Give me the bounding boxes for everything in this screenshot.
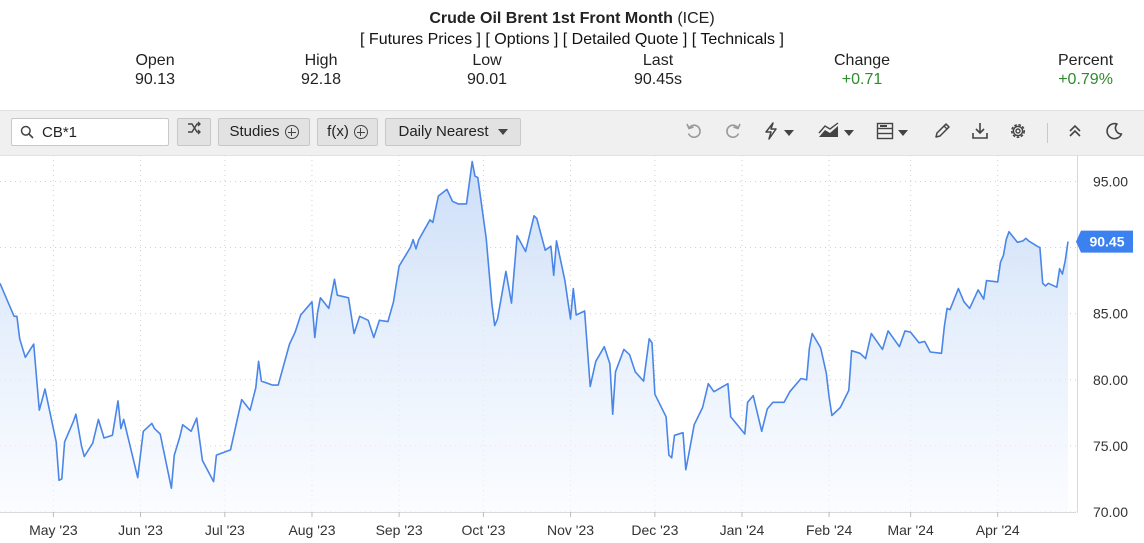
function-label: f(x) xyxy=(327,123,349,140)
x-tick-label: Apr '24 xyxy=(976,522,1020,538)
x-tick-label: Jul '23 xyxy=(205,522,245,538)
undo-icon xyxy=(684,121,704,146)
last-price-badge: 90.45 xyxy=(1076,230,1133,253)
interval-label: Daily Nearest xyxy=(398,123,489,140)
toolbar-separator xyxy=(1047,123,1048,143)
layout-icon xyxy=(876,122,894,145)
percent-value: +0.79% xyxy=(1058,71,1113,88)
y-tick-label: 70.00 xyxy=(1093,504,1128,520)
percent-label: Percent xyxy=(1058,52,1114,69)
technicals-link[interactable]: [ Technicals ] xyxy=(691,31,784,48)
draw-button[interactable] xyxy=(932,122,952,144)
download-button[interactable] xyxy=(970,122,990,144)
y-tick-label: 75.00 xyxy=(1093,438,1128,454)
x-tick-label: Jan '24 xyxy=(720,522,765,538)
x-tick-label: Nov '23 xyxy=(547,522,594,538)
detailed-quote-link[interactable]: [ Detailed Quote ] xyxy=(562,31,688,48)
last-value: 90.45s xyxy=(634,71,683,88)
y-axis-ticks: 70.00 75.00 80.00 85.00 95.00 xyxy=(1093,173,1128,520)
quote-open: Open 90.13 xyxy=(135,51,175,89)
quote-change: Change +0.71 xyxy=(834,51,890,89)
y-tick-label: 85.00 xyxy=(1093,306,1128,322)
undo-button[interactable] xyxy=(684,122,704,144)
add-function-icon xyxy=(353,125,368,139)
gear-icon xyxy=(1008,121,1028,146)
x-tick-label: Dec '23 xyxy=(631,522,678,538)
chart-type-button[interactable] xyxy=(818,121,854,145)
exchange-name: (ICE) xyxy=(677,10,715,27)
high-value: 92.18 xyxy=(301,71,342,88)
price-chart[interactable]: 70.00 75.00 80.00 85.00 95.00 May '23 Jun '23… xyxy=(0,155,1144,543)
quote-percent: Percent +0.79% xyxy=(1058,51,1113,89)
symbol-search-box[interactable] xyxy=(11,118,169,146)
x-tick-label: May '23 xyxy=(29,522,78,538)
shuffle-icon xyxy=(186,119,202,145)
x-tick-label: Jun '23 xyxy=(118,522,163,538)
add-study-icon xyxy=(284,125,299,139)
price-line xyxy=(0,160,1069,489)
search-icon xyxy=(20,125,34,144)
x-tick-label: Feb '24 xyxy=(806,522,852,538)
chevron-down-icon xyxy=(844,130,854,136)
chart-toolbar: Studies f(x) Daily Nearest xyxy=(0,110,1144,156)
x-tick-label: Mar '24 xyxy=(887,522,933,538)
y-tick-label: 95.00 xyxy=(1093,173,1128,189)
chevron-down-icon xyxy=(898,130,908,136)
x-tick-label: Sep '23 xyxy=(376,522,423,538)
quote-links: [ Futures Prices ] [ Options ] [ Detaile… xyxy=(0,30,1144,50)
redo-icon xyxy=(723,121,743,146)
chevron-down-icon xyxy=(784,130,794,136)
last-label: Last xyxy=(642,52,674,69)
interval-dropdown[interactable]: Daily Nearest xyxy=(385,118,521,146)
change-value: +0.71 xyxy=(841,71,883,88)
collapse-button[interactable] xyxy=(1067,122,1083,144)
last-price-badge-shape xyxy=(1076,230,1133,253)
area-chart-icon xyxy=(818,121,840,145)
options-link[interactable]: [ Options ] xyxy=(485,31,559,48)
quote-high: High 92.18 xyxy=(301,51,341,89)
layout-button[interactable] xyxy=(876,122,908,144)
open-label: Open xyxy=(135,52,175,69)
low-value: 90.01 xyxy=(467,71,508,88)
quote-low: Low 90.01 xyxy=(467,51,507,89)
price-area xyxy=(0,161,1068,512)
high-label: High xyxy=(304,52,338,69)
low-label: Low xyxy=(472,52,502,69)
dark-mode-button[interactable] xyxy=(1104,122,1124,144)
y-tick-label: 80.00 xyxy=(1093,372,1128,388)
x-tick-label: Oct '23 xyxy=(461,522,505,538)
quote-last: Last 90.45s xyxy=(634,51,682,89)
function-button[interactable]: f(x) xyxy=(317,118,378,146)
x-tick-label: Aug '23 xyxy=(288,522,335,538)
open-value: 90.13 xyxy=(135,71,176,88)
last-price-label: 90.45 xyxy=(1089,234,1124,250)
redo-button[interactable] xyxy=(723,122,743,144)
bolt-icon xyxy=(762,121,780,146)
download-icon xyxy=(970,121,990,146)
moon-icon xyxy=(1104,121,1124,146)
quote-title: Crude Oil Brent 1st Front Month (ICE) xyxy=(0,9,1144,29)
instrument-name: Crude Oil Brent 1st Front Month xyxy=(429,10,673,27)
compare-button[interactable] xyxy=(177,118,211,146)
events-button[interactable] xyxy=(762,121,794,146)
x-axis-line xyxy=(0,512,1076,513)
y-axis-line xyxy=(1077,155,1078,513)
studies-button[interactable]: Studies xyxy=(218,118,310,146)
pencil-icon xyxy=(932,121,952,146)
futures-prices-link[interactable]: [ Futures Prices ] xyxy=(360,31,481,48)
change-label: Change xyxy=(834,52,891,69)
studies-label: Studies xyxy=(229,123,280,140)
chevron-down-icon xyxy=(497,129,508,135)
symbol-input[interactable] xyxy=(42,122,162,142)
collapse-icon xyxy=(1067,122,1083,145)
x-axis-ticks: May '23 Jun '23 Jul '23 Aug '23 Sep '23 Oct '… xyxy=(29,512,1020,538)
settings-button[interactable] xyxy=(1008,122,1028,144)
